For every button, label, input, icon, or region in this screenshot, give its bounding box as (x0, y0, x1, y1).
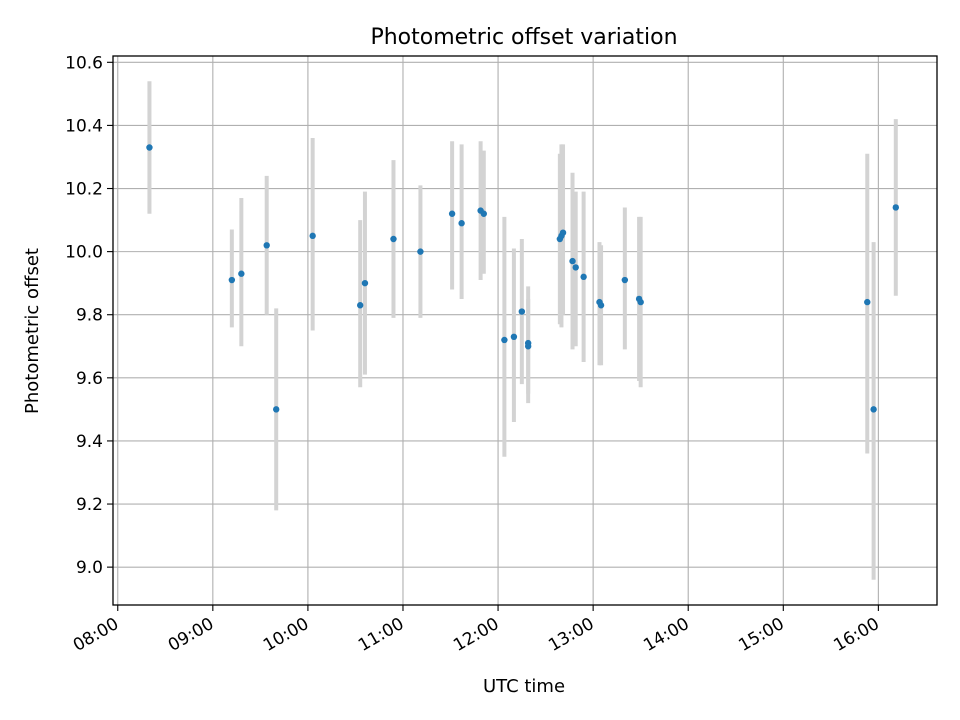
data-point (870, 406, 877, 413)
data-point (263, 242, 270, 249)
data-point (518, 308, 526, 315)
chart-title: Photometric offset variation (370, 25, 677, 50)
data-point (524, 343, 532, 350)
x-tick-label: 16:00 (830, 614, 882, 656)
y-tick-label: 9.4 (76, 432, 103, 452)
y-tick-label: 9.0 (76, 558, 103, 578)
data-point (621, 276, 629, 284)
x-axis-label: UTC time (483, 676, 565, 697)
x-tick-label: 08:00 (70, 614, 122, 656)
data-point (238, 270, 245, 277)
data-point (501, 336, 508, 344)
data-point (580, 273, 587, 281)
data-point (892, 204, 899, 211)
x-tick-label: 09:00 (165, 614, 217, 656)
x-axis-ticks: 08:00 09:00 10:00 11:00 12:00 13:00 14:00 15:00… (70, 605, 883, 656)
y-tick-label: 10.6 (65, 53, 103, 73)
grid-lines (113, 56, 937, 605)
data-point (480, 210, 487, 217)
x-tick-label: 11:00 (355, 614, 407, 656)
x-tick-label: 13:00 (545, 614, 597, 656)
y-tick-label: 10.0 (65, 243, 103, 263)
data-points (146, 144, 899, 413)
x-tick-label: 10:00 (260, 614, 312, 656)
data-point (146, 144, 153, 151)
data-point (572, 264, 579, 271)
x-tick-label: 14:00 (640, 614, 692, 656)
data-point (273, 406, 280, 413)
y-axis-ticks: 9.0 9.2 9.4 9.6 9.8 10.0 10.2 10.4 10.6 (65, 53, 113, 578)
data-point (228, 276, 236, 284)
data-point (448, 210, 456, 217)
data-point (390, 235, 397, 243)
y-tick-label: 10.4 (65, 116, 103, 136)
y-axis-label: Photometric offset (22, 248, 43, 414)
data-point (309, 232, 316, 240)
data-point (361, 279, 369, 287)
data-point (458, 220, 465, 227)
data-point (569, 257, 576, 265)
error-bars (147, 81, 898, 580)
y-tick-label: 9.6 (76, 369, 103, 389)
data-point (864, 298, 871, 306)
data-point (510, 333, 518, 341)
data-point (357, 302, 364, 309)
x-tick-label: 12:00 (450, 614, 502, 656)
x-tick-label: 15:00 (735, 614, 787, 656)
data-point (417, 248, 424, 255)
y-tick-label: 9.8 (76, 306, 103, 326)
data-point (597, 302, 605, 309)
data-point (559, 229, 567, 236)
y-tick-label: 9.2 (76, 495, 103, 515)
y-tick-label: 10.2 (65, 180, 103, 200)
data-point (637, 298, 644, 306)
plot-frame (112, 55, 938, 606)
